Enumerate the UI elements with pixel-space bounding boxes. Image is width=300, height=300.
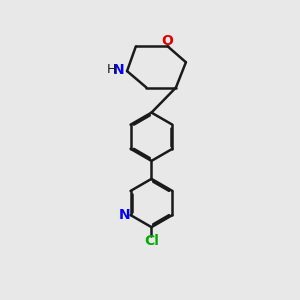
Text: Cl: Cl <box>144 234 159 248</box>
Text: N: N <box>113 63 124 76</box>
Text: O: O <box>162 34 174 48</box>
Text: N: N <box>118 208 130 222</box>
Text: H: H <box>107 63 116 76</box>
